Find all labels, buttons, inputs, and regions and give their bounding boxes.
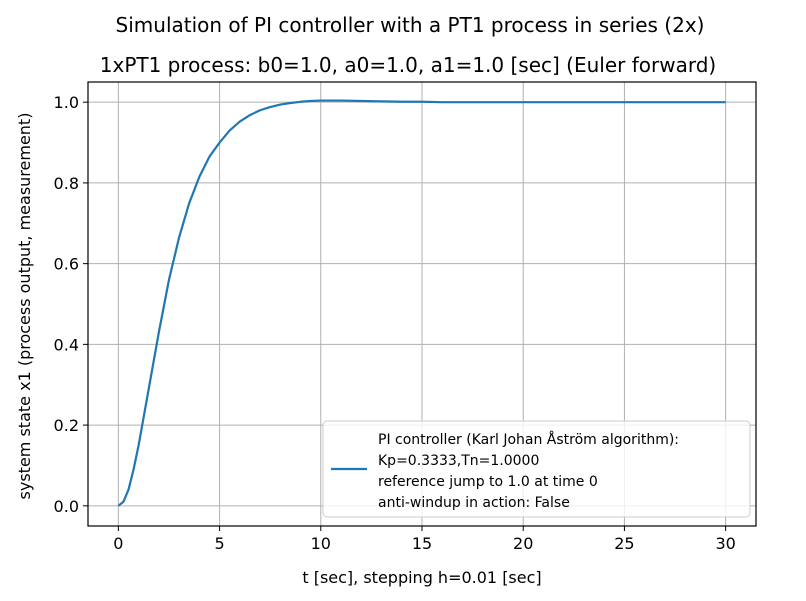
legend-text-line-3: reference jump to 1.0 at time 0: [378, 474, 598, 490]
y-axis-label: system state x1 (process output, measure…: [15, 113, 34, 500]
data-series: [117, 99, 726, 507]
x-tick-label: 5: [214, 534, 224, 553]
legend-text-line-2: Kp=0.3333,Tn=1.0000: [378, 453, 539, 469]
y-tick-label: 0.8: [54, 174, 79, 193]
x-tick-label: 20: [513, 534, 533, 553]
x-axis-label: t [sec], stepping h=0.01 [sec]: [302, 568, 541, 587]
legend-box: [322, 420, 751, 518]
legend-text-line-1: PI controller (Karl Johan Åström algorit…: [378, 431, 679, 448]
axis-ticks: 0 5 10 15 20 25 30 0.0 0.2 0.4 0.6 0.8 1.0: [54, 93, 736, 553]
x-tick-label: 10: [311, 534, 331, 553]
chart-title: Simulation of PI controller with a PT1 p…: [116, 13, 705, 37]
legend-text-line-4: anti-windup in action: False: [378, 495, 570, 511]
x-tick-label: 30: [715, 534, 735, 553]
y-tick-label: 0.6: [54, 255, 79, 274]
y-tick-label: 1.0: [54, 93, 79, 112]
legend: PI controller (Karl Johan Åström algorit…: [322, 420, 751, 518]
chart-subtitle: 1xPT1 process: b0=1.0, a0=1.0, a1=1.0 [s…: [100, 53, 716, 77]
y-tick-label: 0.0: [54, 497, 79, 516]
y-tick-label: 0.4: [54, 335, 79, 354]
series-line: [117, 99, 726, 507]
y-tick-label: 0.2: [54, 416, 79, 435]
x-tick-label: 15: [412, 534, 432, 553]
x-tick-label: 25: [614, 534, 634, 553]
x-tick-label: 0: [113, 534, 123, 553]
